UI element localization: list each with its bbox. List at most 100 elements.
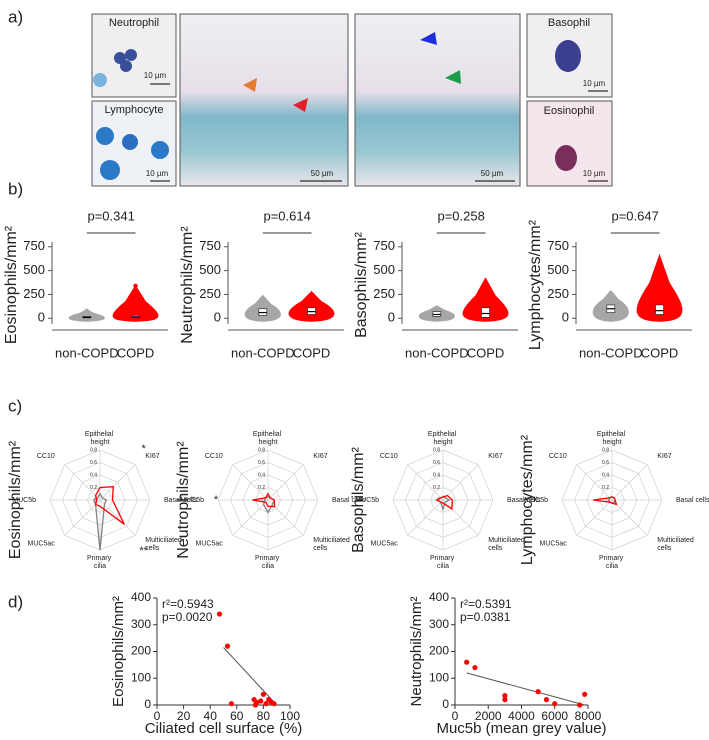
r-tick-label: 0.6: [90, 460, 97, 466]
x-tick-label: 60: [230, 709, 244, 723]
category-label: KI67: [313, 453, 328, 460]
image: [179, 13, 349, 187]
y-tick-label: 0: [214, 310, 221, 325]
image: [526, 100, 613, 187]
r-tick-label: 0.2: [258, 485, 265, 491]
category-label: Basal cells: [332, 497, 366, 504]
y-axis-title: Lymphocytes/mm²: [527, 219, 544, 350]
y-tick-label: 300: [131, 617, 151, 631]
y-tick-label: 250: [199, 286, 221, 301]
annotation: p=0.0381: [460, 610, 511, 624]
point: [464, 659, 470, 665]
point: [582, 691, 588, 697]
y-tick-label: 500: [373, 262, 395, 277]
annotation: p=0.614: [263, 208, 310, 223]
panel-label: b): [8, 179, 23, 198]
arrowhead: [293, 98, 308, 112]
category-label: KI67: [657, 453, 672, 460]
violin: [288, 290, 335, 322]
category-label: CC10: [549, 453, 567, 460]
significance: **: [139, 545, 148, 557]
y-tick-label: 500: [23, 262, 45, 277]
spoke: [267, 464, 304, 501]
x-tick-label: non-COPD: [579, 345, 643, 360]
y-axis-title: Basophils/mm²: [353, 231, 370, 337]
category-label: CC10: [205, 453, 223, 460]
category-label: Epithelial height: [253, 431, 283, 446]
spoke: [232, 499, 269, 536]
spoke: [576, 499, 613, 536]
y-tick-label: 0: [562, 310, 569, 325]
x-axis-title: Ciliated cell surface (%): [145, 720, 303, 737]
point: [271, 701, 277, 707]
micrographs: Neutrophil 10 µm Lymphocyte 10 µm 50 µm …: [91, 13, 613, 187]
r-tick-label: 0.8: [433, 447, 440, 453]
spoke: [442, 499, 479, 536]
cell: [93, 73, 107, 87]
y-axis-title: Neutrophils/mm²: [408, 596, 425, 706]
outlier: [133, 305, 138, 310]
category-label: Basal cells: [507, 497, 541, 504]
x-axis-title: Muc5b (mean grey value): [436, 720, 606, 737]
point: [552, 701, 558, 707]
spoke: [407, 499, 444, 536]
category-label: KI67: [488, 453, 503, 460]
radar-line: [94, 486, 125, 525]
scale-label: 10 µm: [146, 169, 169, 178]
box: [655, 304, 664, 315]
point: [502, 697, 508, 703]
scale-label: 50 µm: [311, 169, 334, 178]
r-tick-label: 0.6: [258, 460, 265, 466]
x-tick-label: 100: [280, 709, 300, 723]
spoke: [267, 499, 304, 536]
x-tick-label: 6000: [541, 709, 568, 723]
scale-label: 10 µm: [144, 71, 167, 80]
annotation: r²=0.5943: [162, 597, 214, 611]
x-tick-label: 0: [452, 709, 459, 723]
category-label: MUC5b: [12, 497, 36, 504]
category-label: MUC5ac: [28, 541, 56, 548]
point: [577, 702, 583, 708]
category-label: Primary cilia: [255, 555, 281, 570]
outlier: [260, 297, 265, 302]
trendline: [466, 672, 585, 706]
r-tick-label: 0.8: [258, 447, 265, 453]
x-tick-label: 0: [154, 709, 161, 723]
violin: [462, 277, 509, 322]
cell: [120, 60, 132, 72]
r-tick-label: 0.8: [602, 447, 609, 453]
panel-label: c): [8, 396, 22, 415]
image-label: Basophil: [548, 17, 590, 29]
y-tick-label: 0: [442, 697, 449, 711]
annotation: r²=0.5391: [460, 597, 512, 611]
x-tick-label: non-COPD: [405, 345, 469, 360]
cell: [122, 134, 138, 150]
spoke: [576, 464, 613, 501]
radar-line: [593, 496, 618, 506]
point: [228, 701, 235, 707]
trendline: [223, 647, 278, 706]
r-tick-label: 0.4: [90, 472, 97, 478]
outlier: [133, 283, 138, 289]
annotation: p=0.647: [611, 208, 658, 223]
r-tick-label: 0.2: [433, 485, 440, 491]
category-label: Epithelial height: [428, 431, 458, 446]
x-tick-label: non-COPD: [231, 345, 295, 360]
image-label: Lymphocyte: [105, 104, 164, 116]
x-tick-label: 80: [257, 709, 271, 723]
category-label: Basal cells: [164, 497, 198, 504]
y-tick-label: 400: [131, 590, 151, 604]
y-axis-title: Eosinophils/mm²: [3, 225, 20, 344]
spoke: [64, 464, 101, 501]
annotation: p=0.341: [87, 208, 134, 223]
x-tick-label: COPD: [467, 345, 505, 360]
category-label: Multiciliated cells: [488, 537, 527, 552]
y-tick-label: 0: [388, 310, 395, 325]
point: [216, 611, 223, 617]
point: [254, 699, 260, 705]
y-tick-label: 100: [131, 670, 151, 684]
y-tick-label: 250: [23, 286, 45, 301]
x-tick-label: COPD: [293, 345, 331, 360]
panel-label: a): [8, 7, 23, 26]
category-label: Multiciliated cells: [313, 537, 352, 552]
